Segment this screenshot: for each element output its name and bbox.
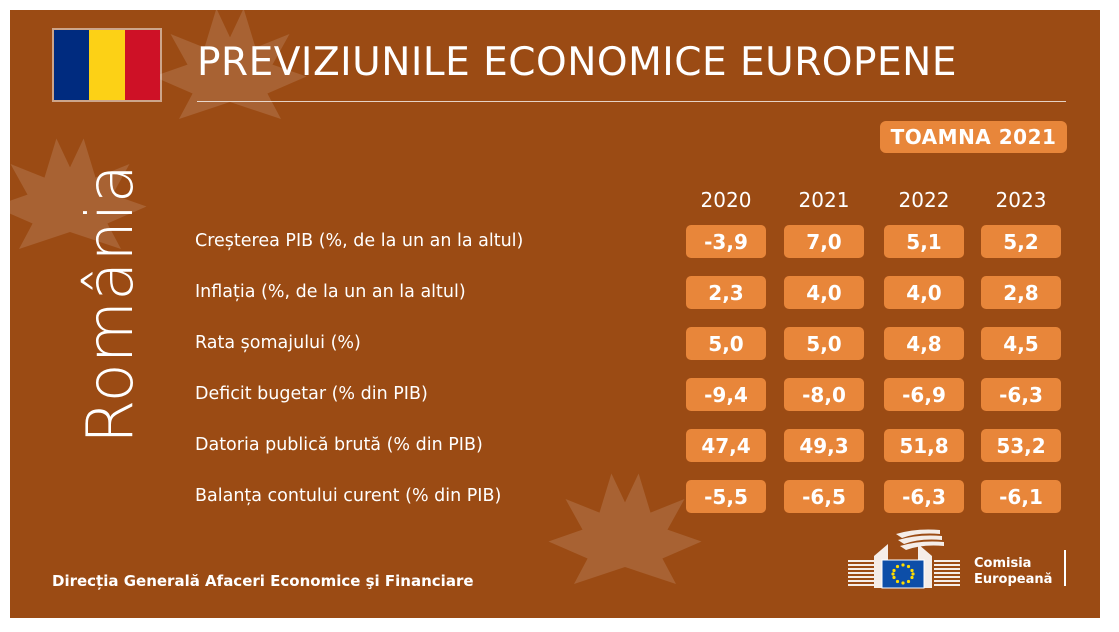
indicator-label: Deficit bugetar (% din PIB) — [195, 384, 428, 404]
indicator-value-2023: 53,2 — [981, 429, 1061, 462]
department-name: Direcția Generală Afaceri Economice şi F… — [52, 572, 474, 590]
indicator-value-2021: -8,0 — [784, 378, 864, 411]
season-badge: TOAMNA 2021 — [880, 121, 1067, 153]
indicator-value-2023: 5,2 — [981, 225, 1061, 258]
indicator-value-2021: 49,3 — [784, 429, 864, 462]
indicator-value-2022: 4,0 — [884, 276, 964, 309]
indicator-value-2020: -3,9 — [686, 225, 766, 258]
logo-wordmark: Comisia Europeană — [974, 556, 1052, 588]
logo-line-1: Comisia — [974, 556, 1032, 571]
maple-leaf-icon — [548, 473, 702, 618]
indicator-value-2023: -6,1 — [981, 480, 1061, 513]
indicator-value-2020: 47,4 — [686, 429, 766, 462]
flag-stripe-red — [124, 30, 160, 100]
indicator-value-2022: -6,9 — [884, 378, 964, 411]
logo-divider — [1064, 550, 1066, 586]
year-header-2020: 2020 — [700, 188, 752, 212]
indicator-value-2021: 7,0 — [784, 225, 864, 258]
indicator-value-2020: -9,4 — [686, 378, 766, 411]
logo-line-2: Europeană — [974, 572, 1053, 587]
indicator-value-2021: 5,0 — [784, 327, 864, 360]
year-header-2023: 2023 — [995, 188, 1047, 212]
indicator-value-2023: 4,5 — [981, 327, 1061, 360]
maple-leaf-icon — [153, 10, 307, 162]
indicator-label: Balanța contului curent (% din PIB) — [195, 486, 502, 506]
indicator-value-2020: 5,0 — [686, 327, 766, 360]
indicator-value-2022: 51,8 — [884, 429, 964, 462]
title-divider — [197, 101, 1066, 102]
indicator-label: Creșterea PIB (%, de la un an la altul) — [195, 231, 524, 251]
indicator-label: Rata șomajului (%) — [195, 333, 361, 353]
indicator-value-2021: 4,0 — [784, 276, 864, 309]
indicator-value-2020: 2,3 — [686, 276, 766, 309]
flag-stripe-blue — [54, 30, 90, 100]
indicator-value-2022: -6,3 — [884, 480, 964, 513]
country-name: România — [74, 164, 148, 444]
romania-flag — [52, 28, 162, 102]
indicator-value-2021: -6,5 — [784, 480, 864, 513]
forecast-card: PREVIZIUNILE ECONOMICE EUROPENE România … — [10, 10, 1100, 618]
indicator-value-2022: 5,1 — [884, 225, 964, 258]
indicator-value-2022: 4,8 — [884, 327, 964, 360]
maple-leaf-icon — [10, 138, 147, 292]
page-title: PREVIZIUNILE ECONOMICE EUROPENE — [197, 40, 957, 85]
indicator-value-2023: 2,8 — [981, 276, 1061, 309]
indicator-label: Inflația (%, de la un an la altul) — [195, 282, 466, 302]
year-header-2021: 2021 — [798, 188, 850, 212]
flag-stripe-yellow — [89, 30, 125, 100]
european-commission-logo-icon — [848, 529, 960, 589]
indicator-label: Datoria publică brută (% din PIB) — [195, 435, 483, 455]
indicator-value-2023: -6,3 — [981, 378, 1061, 411]
year-header-2022: 2022 — [898, 188, 950, 212]
indicator-value-2020: -5,5 — [686, 480, 766, 513]
